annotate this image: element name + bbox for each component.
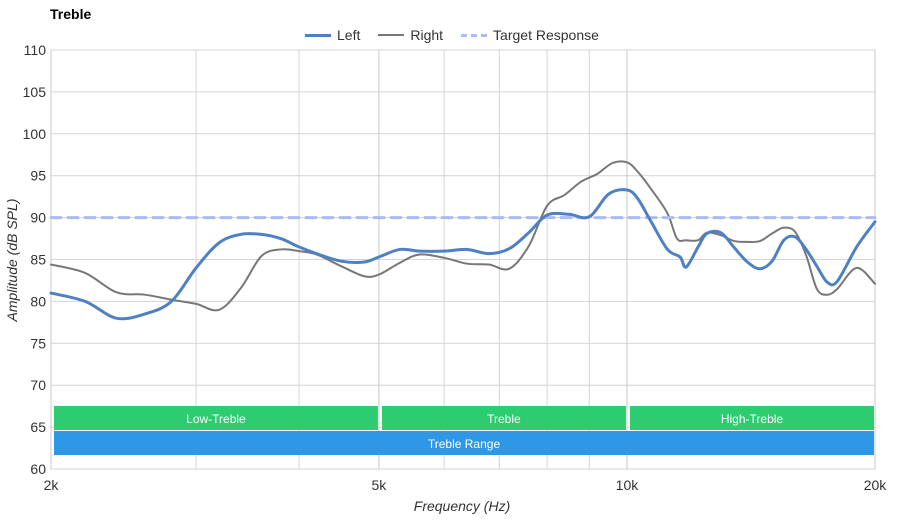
x-tick-label: 5k	[372, 477, 388, 493]
y-tick-label: 65	[30, 419, 46, 435]
legend-label-target: Target Response	[493, 27, 599, 43]
legend: Left Right Target Response	[305, 27, 599, 43]
legend-swatch-left	[305, 33, 331, 37]
y-tick-label: 85	[30, 252, 46, 268]
legend-swatch-target	[461, 33, 488, 37]
legend-item-right[interactable]: Right	[378, 27, 443, 43]
legend-label-left: Left	[337, 27, 361, 43]
legend-item-left[interactable]: Left	[305, 27, 360, 43]
y-tick-label: 105	[23, 84, 47, 100]
band-treble-range	[54, 431, 874, 455]
y-tick-label: 70	[30, 377, 46, 393]
y-tick-label: 100	[23, 126, 47, 142]
y-tick-label: 75	[30, 335, 46, 351]
chart-title: Treble	[50, 6, 92, 22]
legend-item-target[interactable]: Target Response	[461, 27, 599, 43]
band-label: Treble Range	[428, 437, 501, 451]
legend-swatch-right	[378, 34, 405, 36]
y-tick-label: 60	[30, 461, 46, 477]
x-axis-label: Frequency (Hz)	[413, 498, 511, 514]
band-high-treble	[629, 406, 874, 430]
band-label: High-Treble	[721, 412, 784, 426]
band-label: Treble	[487, 412, 521, 426]
y-axis-label: Amplitude (dB SPL)	[4, 198, 20, 322]
y-tick-label: 80	[30, 293, 46, 309]
x-tick-label: 10k	[616, 477, 640, 493]
legend-label-right: Right	[410, 27, 444, 43]
y-tick-label: 90	[30, 210, 46, 226]
band-low-treble	[54, 406, 378, 430]
x-tick-label: 20k	[864, 477, 888, 493]
band-treble	[381, 406, 626, 430]
y-tick-label: 95	[30, 168, 46, 184]
y-tick-label: 110	[24, 42, 47, 58]
series-line-right	[50, 160, 876, 312]
band-label: Low-Treble	[186, 412, 246, 426]
x-tick-label: 2k	[44, 477, 60, 493]
series-line-left	[49, 188, 877, 321]
